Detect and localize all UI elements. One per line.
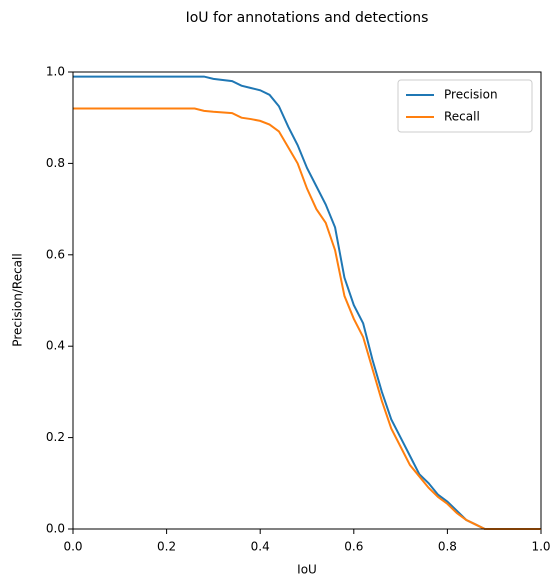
x-tick-label: 0.8 xyxy=(438,540,457,554)
y-tick-label: 1.0 xyxy=(46,65,65,79)
chart-title: IoU for annotations and detections xyxy=(186,10,429,26)
line-series xyxy=(73,75,541,530)
legend-label: Precision xyxy=(444,88,498,102)
x-tick-label: 0.6 xyxy=(344,540,363,554)
y-tick-label: 0.2 xyxy=(46,430,65,444)
line-series xyxy=(73,107,541,530)
axes-frame xyxy=(72,71,542,530)
x-tick-label: 1.0 xyxy=(531,540,550,554)
x-tick-label: 0.2 xyxy=(157,540,176,554)
x-axis-label: IoU xyxy=(297,563,317,577)
y-tick-label: 0.0 xyxy=(46,522,65,536)
y-axis-label: Precision/Recall xyxy=(11,253,25,346)
y-tick-label: 0.4 xyxy=(46,339,65,353)
legend-box xyxy=(397,79,533,133)
y-tick-label: 0.6 xyxy=(46,247,65,261)
x-tick-label: 0.4 xyxy=(251,540,270,554)
y-tick-label: 0.8 xyxy=(46,156,65,170)
legend-label: Recall xyxy=(444,110,480,124)
x-tick-label: 0.0 xyxy=(63,540,82,554)
